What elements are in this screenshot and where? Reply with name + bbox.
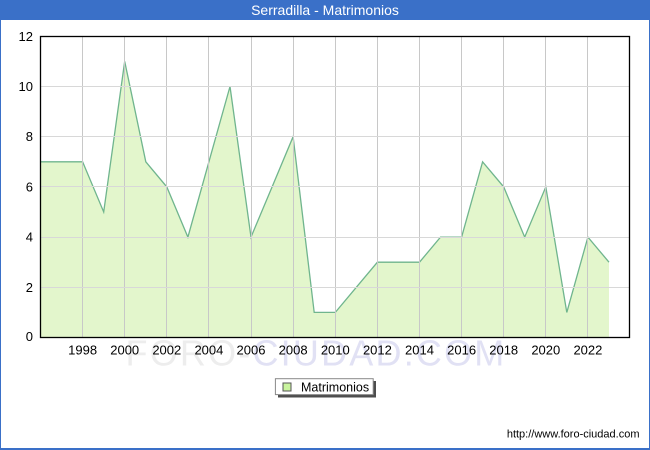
svg-text:12: 12 <box>19 29 33 44</box>
svg-text:1998: 1998 <box>68 343 97 358</box>
svg-text:6: 6 <box>26 179 33 194</box>
svg-text:2002: 2002 <box>152 343 181 358</box>
svg-text:0: 0 <box>26 329 33 344</box>
svg-text:FORO-CIUDAD.COM: FORO-CIUDAD.COM <box>126 333 507 374</box>
svg-text:4: 4 <box>26 230 33 245</box>
svg-text:2000: 2000 <box>110 343 139 358</box>
svg-text:2012: 2012 <box>363 343 392 358</box>
svg-text:2004: 2004 <box>194 343 223 358</box>
svg-text:10: 10 <box>19 79 33 94</box>
svg-text:8: 8 <box>26 129 33 144</box>
svg-text:2016: 2016 <box>447 343 476 358</box>
svg-text:http://www.foro-ciudad.com: http://www.foro-ciudad.com <box>507 429 640 441</box>
svg-text:2008: 2008 <box>279 343 308 358</box>
svg-text:2006: 2006 <box>237 343 266 358</box>
svg-text:2018: 2018 <box>489 343 518 358</box>
svg-text:2010: 2010 <box>321 343 350 358</box>
svg-text:Matrimonios: Matrimonios <box>301 381 369 395</box>
svg-text:2020: 2020 <box>531 343 560 358</box>
svg-text:2014: 2014 <box>405 343 434 358</box>
svg-text:2022: 2022 <box>573 343 602 358</box>
svg-text:2: 2 <box>26 280 33 295</box>
